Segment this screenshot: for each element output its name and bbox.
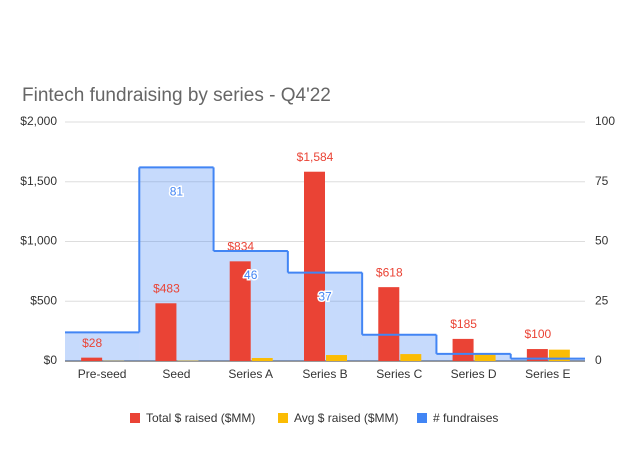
bar [155,303,176,361]
data-label: 46 [244,268,258,282]
y-tick-label: $1,000 [20,234,57,248]
x-tick-label: Series A [228,367,273,381]
data-label: 37 [318,290,332,304]
bar [252,358,273,361]
x-tick-label: Series C [376,367,422,381]
y2-tick-label: 50 [595,234,609,248]
bar [400,354,421,361]
data-label: $618 [376,265,403,279]
legend-label: Avg $ raised ($MM) [294,411,398,425]
y-tick-label: $0 [44,353,58,367]
data-label: $185 [450,317,477,331]
x-tick-label: Pre-seed [78,367,127,381]
bar [453,339,474,361]
chart-title: Fintech fundraising by series - Q4'22 [22,85,331,106]
bar [81,358,102,361]
bar [378,287,399,361]
x-tick-label: Series D [451,367,497,381]
y2-tick-label: 25 [595,293,609,307]
legend-swatch [278,413,288,423]
data-label: $1,584 [297,150,334,164]
x-tick-label: Series B [302,367,347,381]
x-tick-label: Series E [525,367,570,381]
bar [304,172,325,361]
data-label: $100 [525,327,552,341]
data-label: $483 [153,281,180,295]
y2-tick-label: 0 [595,353,602,367]
bar [475,354,496,361]
bar [326,355,347,361]
y-tick-label: $500 [30,293,57,307]
y2-tick-label: 100 [595,114,615,128]
y2-tick-label: 75 [595,174,609,188]
y-tick-label: $2,000 [20,114,57,128]
legend-swatch [130,413,140,423]
data-label: $28 [82,336,102,350]
legend-label: # fundraises [433,411,498,425]
x-tick-label: Seed [162,367,190,381]
y-tick-label: $1,500 [20,174,57,188]
data-label: 81 [170,185,184,199]
legend-label: Total $ raised ($MM) [146,411,255,425]
legend-swatch [417,413,427,423]
